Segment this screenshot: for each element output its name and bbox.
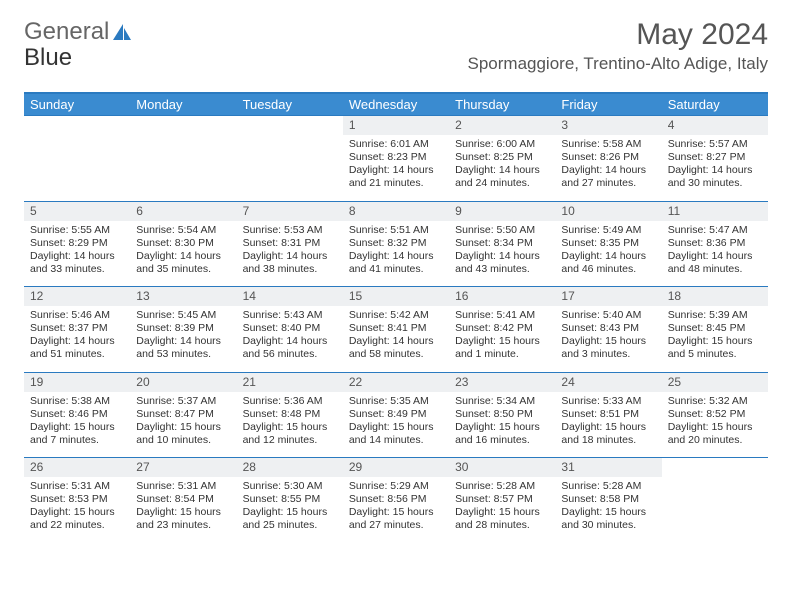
day-detail-row: Sunrise: 5:38 AMSunset: 8:46 PMDaylight:… [24,392,768,458]
day-detail-cell: Sunrise: 5:55 AMSunset: 8:29 PMDaylight:… [24,221,130,287]
day-detail-row: Sunrise: 5:31 AMSunset: 8:53 PMDaylight:… [24,477,768,543]
day-number-row: 262728293031 [24,458,768,478]
day-number-cell: 23 [449,372,555,392]
day-number-cell: 16 [449,287,555,307]
day-number-cell: 22 [343,372,449,392]
day-number-cell: 10 [555,201,661,221]
day-detail-cell [662,477,768,543]
day-detail-cell: Sunrise: 6:00 AMSunset: 8:25 PMDaylight:… [449,135,555,201]
day-number-cell: 29 [343,458,449,478]
day-number-cell: 28 [237,458,343,478]
day-number-cell: 21 [237,372,343,392]
day-number-cell: 17 [555,287,661,307]
day-detail-row: Sunrise: 5:55 AMSunset: 8:29 PMDaylight:… [24,221,768,287]
day-detail-cell: Sunrise: 5:42 AMSunset: 8:41 PMDaylight:… [343,306,449,372]
day-number-cell: 25 [662,372,768,392]
weekday-header-cell: Saturday [662,94,768,116]
day-detail-cell: Sunrise: 5:57 AMSunset: 8:27 PMDaylight:… [662,135,768,201]
day-number-cell: 9 [449,201,555,221]
day-detail-cell: Sunrise: 5:58 AMSunset: 8:26 PMDaylight:… [555,135,661,201]
day-detail-cell: Sunrise: 5:39 AMSunset: 8:45 PMDaylight:… [662,306,768,372]
day-number-cell: 19 [24,372,130,392]
day-number-cell: 31 [555,458,661,478]
day-number-cell: 15 [343,287,449,307]
day-number-cell: 24 [555,372,661,392]
day-detail-cell: Sunrise: 5:28 AMSunset: 8:58 PMDaylight:… [555,477,661,543]
day-number-cell: 26 [24,458,130,478]
day-detail-cell [130,135,236,201]
day-number-cell: 30 [449,458,555,478]
day-number-cell [237,116,343,136]
day-detail-cell: Sunrise: 5:40 AMSunset: 8:43 PMDaylight:… [555,306,661,372]
day-detail-cell [237,135,343,201]
weekday-header-cell: Sunday [24,94,130,116]
calendar-table: SundayMondayTuesdayWednesdayThursdayFrid… [24,94,768,543]
weekday-header-cell: Friday [555,94,661,116]
day-detail-cell: Sunrise: 5:41 AMSunset: 8:42 PMDaylight:… [449,306,555,372]
day-number-row: 19202122232425 [24,372,768,392]
day-detail-cell: Sunrise: 5:32 AMSunset: 8:52 PMDaylight:… [662,392,768,458]
location-subtitle: Spormaggiore, Trentino-Alto Adige, Italy [468,54,769,74]
day-detail-cell: Sunrise: 6:01 AMSunset: 8:23 PMDaylight:… [343,135,449,201]
day-detail-row: Sunrise: 6:01 AMSunset: 8:23 PMDaylight:… [24,135,768,201]
page-title: May 2024 [468,18,769,52]
day-number-row: 1234 [24,116,768,136]
title-block: May 2024 Spormaggiore, Trentino-Alto Adi… [468,18,769,74]
day-detail-cell: Sunrise: 5:50 AMSunset: 8:34 PMDaylight:… [449,221,555,287]
brand-logo: General [24,18,133,46]
day-number-cell: 2 [449,116,555,136]
sail-icon [111,22,133,42]
day-number-cell [24,116,130,136]
day-detail-row: Sunrise: 5:46 AMSunset: 8:37 PMDaylight:… [24,306,768,372]
day-detail-cell: Sunrise: 5:31 AMSunset: 8:53 PMDaylight:… [24,477,130,543]
day-number-cell: 12 [24,287,130,307]
day-detail-cell: Sunrise: 5:43 AMSunset: 8:40 PMDaylight:… [237,306,343,372]
brand-part2: al [91,18,110,46]
day-number-cell: 3 [555,116,661,136]
day-number-cell: 20 [130,372,236,392]
day-detail-cell: Sunrise: 5:29 AMSunset: 8:56 PMDaylight:… [343,477,449,543]
day-detail-cell: Sunrise: 5:54 AMSunset: 8:30 PMDaylight:… [130,221,236,287]
header: General May 2024 Spormaggiore, Trentino-… [24,18,768,74]
day-number-cell: 1 [343,116,449,136]
day-number-cell: 8 [343,201,449,221]
calendar-body: 1234Sunrise: 6:01 AMSunset: 8:23 PMDayli… [24,116,768,543]
day-number-cell [662,458,768,478]
day-number-cell [130,116,236,136]
brand-part3: Blue [24,44,72,71]
calendar-weekday-header: SundayMondayTuesdayWednesdayThursdayFrid… [24,94,768,116]
day-detail-cell: Sunrise: 5:36 AMSunset: 8:48 PMDaylight:… [237,392,343,458]
weekday-header-cell: Wednesday [343,94,449,116]
day-detail-cell: Sunrise: 5:47 AMSunset: 8:36 PMDaylight:… [662,221,768,287]
day-detail-cell: Sunrise: 5:49 AMSunset: 8:35 PMDaylight:… [555,221,661,287]
day-detail-cell: Sunrise: 5:28 AMSunset: 8:57 PMDaylight:… [449,477,555,543]
day-detail-cell: Sunrise: 5:38 AMSunset: 8:46 PMDaylight:… [24,392,130,458]
day-detail-cell: Sunrise: 5:51 AMSunset: 8:32 PMDaylight:… [343,221,449,287]
day-detail-cell: Sunrise: 5:30 AMSunset: 8:55 PMDaylight:… [237,477,343,543]
weekday-header-cell: Monday [130,94,236,116]
day-number-cell: 5 [24,201,130,221]
day-number-cell: 13 [130,287,236,307]
day-detail-cell: Sunrise: 5:35 AMSunset: 8:49 PMDaylight:… [343,392,449,458]
day-detail-cell [24,135,130,201]
day-number-cell: 11 [662,201,768,221]
day-number-cell: 14 [237,287,343,307]
day-number-cell: 6 [130,201,236,221]
day-number-cell: 7 [237,201,343,221]
day-number-row: 567891011 [24,201,768,221]
weekday-header-cell: Thursday [449,94,555,116]
day-detail-cell: Sunrise: 5:45 AMSunset: 8:39 PMDaylight:… [130,306,236,372]
weekday-header-cell: Tuesday [237,94,343,116]
day-number-cell: 18 [662,287,768,307]
day-number-cell: 4 [662,116,768,136]
day-number-row: 12131415161718 [24,287,768,307]
brand-part1: Gener [24,18,91,46]
day-number-cell: 27 [130,458,236,478]
day-detail-cell: Sunrise: 5:37 AMSunset: 8:47 PMDaylight:… [130,392,236,458]
day-detail-cell: Sunrise: 5:53 AMSunset: 8:31 PMDaylight:… [237,221,343,287]
day-detail-cell: Sunrise: 5:34 AMSunset: 8:50 PMDaylight:… [449,392,555,458]
day-detail-cell: Sunrise: 5:46 AMSunset: 8:37 PMDaylight:… [24,306,130,372]
day-detail-cell: Sunrise: 5:33 AMSunset: 8:51 PMDaylight:… [555,392,661,458]
day-detail-cell: Sunrise: 5:31 AMSunset: 8:54 PMDaylight:… [130,477,236,543]
